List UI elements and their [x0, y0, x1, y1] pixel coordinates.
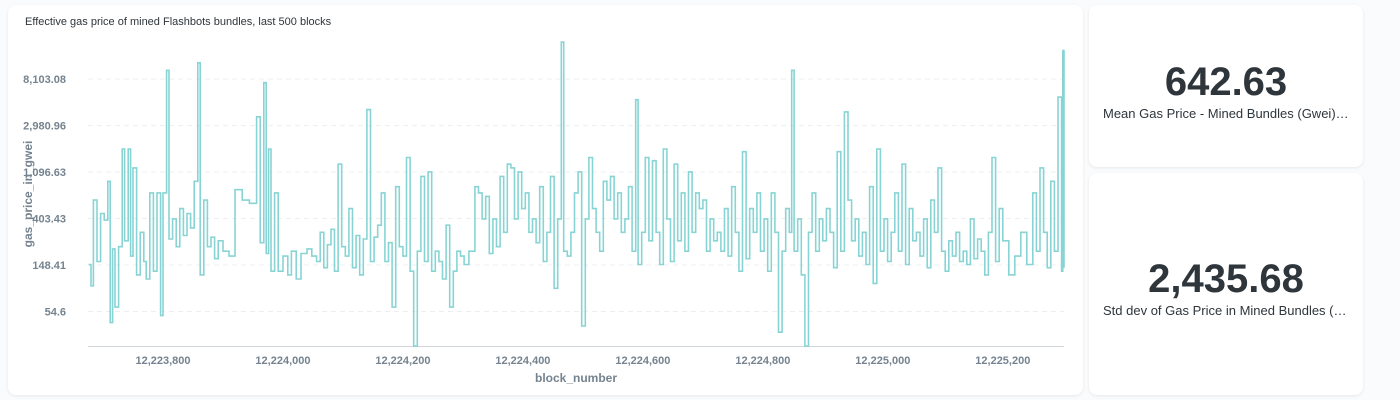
x-axis-ticks: 12,223,800 12,224,000 12,224,200 12,224,400… — [135, 355, 1030, 367]
y-axis-label: gas_price_in_gwei — [21, 141, 35, 248]
x-tick-label: 12,224,400 — [495, 355, 550, 367]
scalar-label[interactable]: Std dev of Gas Price in Mined Bundles (G… — [1103, 303, 1355, 318]
y-tick-label: 403.43 — [32, 214, 66, 226]
x-tick-label: 12,223,800 — [135, 355, 190, 367]
x-tick-label: 12,225,200 — [975, 355, 1030, 367]
y-tick-label: 54.6 — [45, 307, 66, 319]
scalar-label[interactable]: Mean Gas Price - Mined Bundles (Gwei) v2 — [1103, 106, 1353, 121]
y-tick-label: 2,980.96 — [23, 121, 66, 133]
y-tick-label: 148.41 — [32, 260, 66, 272]
scalar-value: 642.63 — [1164, 60, 1288, 104]
line-chart: 54.6 148.41 403.43 1,096.63 2,980.96 8,103.08… — [21, 41, 1065, 385]
series-line[interactable] — [88, 41, 1065, 347]
scalar-value: 2,435.68 — [1148, 257, 1304, 301]
x-tick-label: 12,224,600 — [615, 355, 670, 367]
std-dev-gas-price-card[interactable]: 2,435.68 Std dev of Gas Price in Mined B… — [1089, 173, 1363, 395]
y-tick-label: 8,103.08 — [23, 74, 66, 86]
x-tick-label: 12,225,000 — [855, 355, 910, 367]
x-tick-label: 12,224,000 — [255, 355, 310, 367]
chart-card: Effective gas price of mined Flashbots b… — [8, 5, 1083, 395]
chart-title[interactable]: Effective gas price of mined Flashbots b… — [25, 16, 332, 28]
mean-gas-price-card[interactable]: 642.63 Mean Gas Price - Mined Bundles (G… — [1089, 5, 1363, 167]
x-tick-label: 12,224,200 — [375, 355, 430, 367]
x-axis-label: block_number — [535, 371, 617, 385]
y-tick-label: 1,096.63 — [23, 167, 66, 179]
y-axis-ticks: 54.6 148.41 403.43 1,096.63 2,980.96 8,103.08 — [23, 74, 66, 318]
x-tick-label: 12,224,800 — [735, 355, 790, 367]
